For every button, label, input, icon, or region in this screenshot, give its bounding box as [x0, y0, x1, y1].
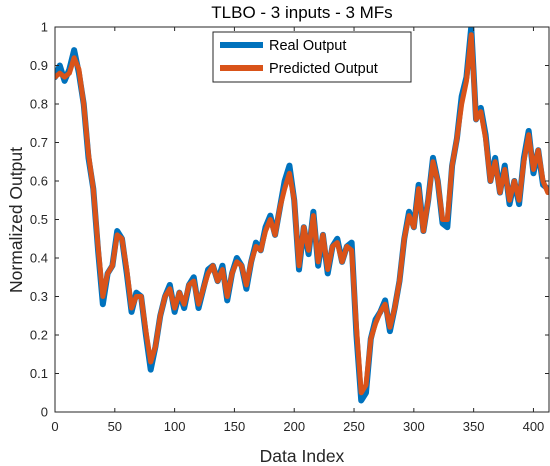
x-tick-label: 50 — [108, 419, 122, 434]
y-tick-label: 0 — [41, 405, 48, 420]
y-tick-label: 1 — [41, 20, 48, 35]
y-tick-label: 0.2 — [30, 328, 48, 343]
y-tick-label: 0.5 — [30, 212, 48, 227]
y-tick-label: 0.4 — [30, 251, 48, 266]
plot-area — [55, 27, 549, 404]
series-line-predicted-output — [55, 32, 549, 396]
y-tick-label: 0.7 — [30, 135, 48, 150]
y-tick-label: 0.6 — [30, 174, 48, 189]
legend-box — [212, 31, 412, 83]
y-tick-label: 0.8 — [30, 97, 48, 112]
y-tick-label: 0.9 — [30, 58, 48, 73]
y-tick-label: 0.1 — [30, 366, 48, 381]
x-tick-label: 150 — [224, 419, 246, 434]
x-tick-label: 250 — [343, 419, 365, 434]
legend-entry: Predicted Output — [269, 61, 378, 77]
y-axis-label: Normalized Output — [6, 147, 26, 293]
y-tick-label: 0.3 — [30, 289, 48, 304]
x-tick-label: 0 — [51, 419, 58, 434]
x-tick-label: 300 — [403, 419, 425, 434]
x-tick-label: 100 — [164, 419, 186, 434]
axes: 0 50 100 150 200 250 300 350 400 0 0.1 0.2 0.3 0.4 0.5… — [30, 20, 550, 434]
x-tick-label: 350 — [463, 419, 485, 434]
legend: Real Output Predicted Output — [212, 31, 412, 83]
legend-entry: Real Output — [269, 38, 346, 54]
x-tick-label: 200 — [283, 419, 305, 434]
chart-title: TLBO - 3 inputs - 3 MFs — [211, 3, 392, 22]
x-tick-label: 400 — [523, 419, 545, 434]
x-axis-label: Data Index — [260, 446, 345, 466]
